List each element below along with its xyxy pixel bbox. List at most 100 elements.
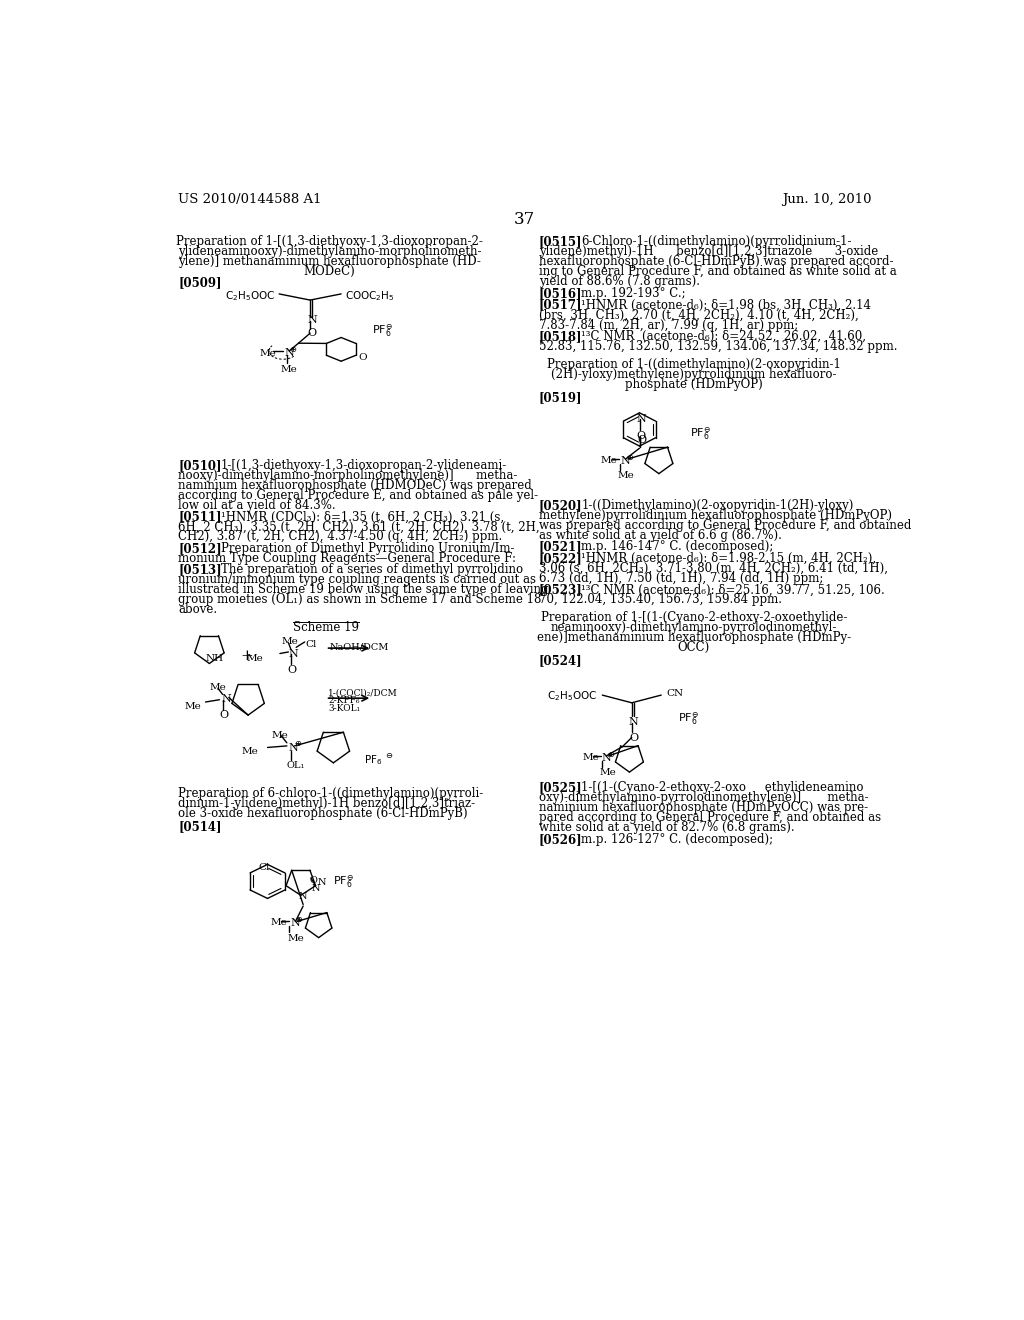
Text: [0521]: [0521] xyxy=(539,540,583,553)
Text: [0524]: [0524] xyxy=(539,655,583,668)
Text: Me: Me xyxy=(242,747,258,756)
Text: illustrated in Scheme 19 below using the same type of leaving: illustrated in Scheme 19 below using the… xyxy=(178,583,549,597)
Text: [0516]: [0516] xyxy=(539,286,583,300)
Text: $\ominus$: $\ominus$ xyxy=(385,751,393,759)
Text: Me: Me xyxy=(260,348,276,358)
Text: N: N xyxy=(601,752,611,763)
Text: +: + xyxy=(241,649,253,663)
Text: [0519]: [0519] xyxy=(539,391,583,404)
Text: ¹³C NMR (acetone-d₆): δ=25.16, 39.77, 51.25, 106.: ¹³C NMR (acetone-d₆): δ=25.16, 39.77, 51… xyxy=(582,583,885,597)
Text: ylene)] methanaminium hexafluorophosphate (HD-: ylene)] methanaminium hexafluorophosphat… xyxy=(178,256,481,268)
Text: N: N xyxy=(621,455,630,466)
Text: ¹HNMR (acetone-d₆): δ=1.98 (bs, 3H, CH₃), 2.14: ¹HNMR (acetone-d₆): δ=1.98 (bs, 3H, CH₃)… xyxy=(582,298,871,312)
Text: N: N xyxy=(290,919,300,928)
Text: Me: Me xyxy=(601,455,617,465)
Text: uronium/immonium type coupling reagents is carried out as: uronium/immonium type coupling reagents … xyxy=(178,573,537,586)
Text: group moieties (OL₁) as shown in Scheme 17 and Scheme 18: group moieties (OL₁) as shown in Scheme … xyxy=(178,594,542,606)
Text: ole 3-oxide hexafluorophosphate (6-Cl-HDmPyB): ole 3-oxide hexafluorophosphate (6-Cl-HD… xyxy=(178,807,468,820)
Text: naminium hexafluorophosphate (HDMODeC) was prepared: naminium hexafluorophosphate (HDMODeC) w… xyxy=(178,479,532,492)
Text: methylene)pyrrolidinium hexafluorophosphate (HDmPyOP): methylene)pyrrolidinium hexafluorophosph… xyxy=(539,508,892,521)
Text: Me: Me xyxy=(288,933,304,942)
Text: Cl: Cl xyxy=(305,640,316,649)
Text: Me: Me xyxy=(281,364,297,374)
Text: Me: Me xyxy=(185,702,202,711)
Text: N: N xyxy=(299,892,307,902)
Text: [0525]: [0525] xyxy=(539,781,583,795)
Text: nooxy)-dimethylamino-morpholinomethylene)]      metha-: nooxy)-dimethylamino-morpholinomethylene… xyxy=(178,469,518,482)
Text: OL₁: OL₁ xyxy=(287,762,305,771)
Text: Me: Me xyxy=(617,471,635,480)
Text: O: O xyxy=(636,432,645,441)
Text: Me: Me xyxy=(270,919,288,928)
Text: [0510]: [0510] xyxy=(178,459,222,471)
Text: [0513]: [0513] xyxy=(178,564,222,577)
Text: [0511]: [0511] xyxy=(178,511,222,523)
Text: Preparation of 1-((dimethylamino)(2-oxopyridin-1: Preparation of 1-((dimethylamino)(2-oxop… xyxy=(547,358,841,371)
Text: low oil at a yield of 84.3%.: low oil at a yield of 84.3%. xyxy=(178,499,336,512)
Text: O: O xyxy=(308,327,316,338)
Text: $\mathsf{C_2H_5OOC}$: $\mathsf{C_2H_5OOC}$ xyxy=(225,289,275,304)
Text: [0509]: [0509] xyxy=(178,276,222,289)
Text: O: O xyxy=(219,710,228,721)
Text: N: N xyxy=(317,878,327,887)
Text: O: O xyxy=(358,352,367,362)
Text: ¹HNMR (acetone-d₆): δ=1.98-2.15 (m, 4H, 2CH₂),: ¹HNMR (acetone-d₆): δ=1.98-2.15 (m, 4H, … xyxy=(582,552,877,565)
Text: OCC): OCC) xyxy=(678,642,710,655)
Text: 1-(COCl)₂/DCM: 1-(COCl)₂/DCM xyxy=(328,688,397,697)
Text: $\oplus$: $\oplus$ xyxy=(626,453,634,462)
Text: Me: Me xyxy=(599,768,616,777)
Text: [0512]: [0512] xyxy=(178,543,222,554)
Text: $\mathsf{COOC_2H_5}$: $\mathsf{COOC_2H_5}$ xyxy=(345,289,394,304)
Text: The preparation of a series of dimethyl pyrrolidino: The preparation of a series of dimethyl … xyxy=(221,564,523,577)
Text: O: O xyxy=(630,733,639,743)
Text: NH: NH xyxy=(206,653,223,663)
Text: ¹HNMR (CDCl₃): δ=1.35 (t, 6H, 2 CH₃), 3.21 (s,: ¹HNMR (CDCl₃): δ=1.35 (t, 6H, 2 CH₃), 3.… xyxy=(221,511,504,523)
Text: 6.73 (dd, 1H), 7.50 (td, 1H), 7.94 (dd, 1H) ppm;: 6.73 (dd, 1H), 7.50 (td, 1H), 7.94 (dd, … xyxy=(539,572,823,585)
Text: O: O xyxy=(288,665,297,675)
Text: Me: Me xyxy=(209,682,226,692)
Text: $\mathsf{PF_6^{\ominus}}$: $\mathsf{PF_6^{\ominus}}$ xyxy=(690,425,711,442)
Text: [0526]: [0526] xyxy=(539,833,583,846)
Text: $\mathsf{C_2H_5OOC}$: $\mathsf{C_2H_5OOC}$ xyxy=(547,689,597,702)
Text: N: N xyxy=(285,348,294,358)
Text: 1-((Dimethylamino)(2-oxopyridin-1(2H)-yloxy): 1-((Dimethylamino)(2-oxopyridin-1(2H)-yl… xyxy=(582,499,854,512)
Text: ene)]methanaminium hexafluorophosphate (HDmPy-: ene)]methanaminium hexafluorophosphate (… xyxy=(537,631,851,644)
Text: 2-KPF₆: 2-KPF₆ xyxy=(328,696,359,705)
Text: naminium hexafluorophosphate (HDmPyOCC) was pre-: naminium hexafluorophosphate (HDmPyOCC) … xyxy=(539,801,868,814)
Text: N: N xyxy=(311,884,321,894)
Text: 6-Chloro-1-((dimethylamino)(pyrrolidinium-1-: 6-Chloro-1-((dimethylamino)(pyrrolidiniu… xyxy=(582,235,852,248)
Text: Preparation of 1-[(1,3-diethyoxy-1,3-dioxopropan-2-: Preparation of 1-[(1,3-diethyoxy-1,3-dio… xyxy=(176,235,483,248)
Text: (brs, 3H, CH₃), 2.70 (t, 4H, 2CH₂), 4.10 (t, 4H, 2CH₂),: (brs, 3H, CH₃), 2.70 (t, 4H, 2CH₂), 4.10… xyxy=(539,309,858,322)
Text: Scheme 19: Scheme 19 xyxy=(293,622,358,634)
Text: m.p. 192-193° C.;: m.p. 192-193° C.; xyxy=(582,286,686,300)
Text: monium Type Coupling Reagents—General Procedure F:: monium Type Coupling Reagents—General Pr… xyxy=(178,552,516,565)
Text: as white solid at a yield of 6.6 g (86.7%).: as white solid at a yield of 6.6 g (86.7… xyxy=(539,529,781,541)
Text: yield of 88.6% (7.8 grams).: yield of 88.6% (7.8 grams). xyxy=(539,276,699,289)
Text: [0517]: [0517] xyxy=(539,298,583,312)
Text: $\mathsf{PF_6^{\ominus}}$: $\mathsf{PF_6^{\ominus}}$ xyxy=(678,710,699,727)
Text: hexafluorophosphate (6-Cl-HDmPyB) was prepared accord-: hexafluorophosphate (6-Cl-HDmPyB) was pr… xyxy=(539,256,893,268)
Text: 70, 122.04, 135.40, 156.73, 159.84 ppm.: 70, 122.04, 135.40, 156.73, 159.84 ppm. xyxy=(539,594,781,606)
Text: CN: CN xyxy=(667,689,684,698)
Text: N: N xyxy=(636,414,646,424)
Text: phosphate (HDmPyOP): phosphate (HDmPyOP) xyxy=(625,378,763,391)
Text: [0522]: [0522] xyxy=(539,552,583,565)
Text: Me: Me xyxy=(247,653,263,663)
Text: m.p. 146-147° C. (decomposed);: m.p. 146-147° C. (decomposed); xyxy=(582,540,774,553)
Text: was prepared according to General Procedure F, and obtained: was prepared according to General Proced… xyxy=(539,519,911,532)
Text: according to General Procedure E, and obtained as pale yel-: according to General Procedure E, and ob… xyxy=(178,488,539,502)
Text: NaOH/DCM: NaOH/DCM xyxy=(330,643,389,652)
Text: $\oplus$: $\oplus$ xyxy=(289,345,297,354)
Text: oxy)-dimethylamino-pyrrolodinomethylene)]       metha-: oxy)-dimethylamino-pyrrolodinomethylene)… xyxy=(539,792,868,804)
Text: Preparation of Dimethyl Pyrrolidino Uronium/Im-: Preparation of Dimethyl Pyrrolidino Uron… xyxy=(221,543,514,554)
Text: 1-[(1,3-diethyoxy-1,3-dioxopropan-2-ylideneami-: 1-[(1,3-diethyoxy-1,3-dioxopropan-2-ylid… xyxy=(221,459,507,471)
Text: N: N xyxy=(629,717,638,726)
Text: (2H)-yloxy)methylene)pyrrolidinium hexafluoro-: (2H)-yloxy)methylene)pyrrolidinium hexaf… xyxy=(551,368,837,381)
Text: ¹³C NMR  (acetone-d₆): δ=24.52,  26.02,  41.60,: ¹³C NMR (acetone-d₆): δ=24.52, 26.02, 41… xyxy=(582,330,866,343)
Text: N: N xyxy=(289,743,298,752)
Text: O: O xyxy=(309,876,317,886)
Text: ing to General Procedure F, and obtained as white solid at a: ing to General Procedure F, and obtained… xyxy=(539,265,896,279)
Text: $\mathsf{PF_6^{\ominus}}$: $\mathsf{PF_6^{\ominus}}$ xyxy=(334,874,354,890)
Text: 3-KOL₁: 3-KOL₁ xyxy=(328,704,360,713)
Text: Me: Me xyxy=(271,730,288,739)
